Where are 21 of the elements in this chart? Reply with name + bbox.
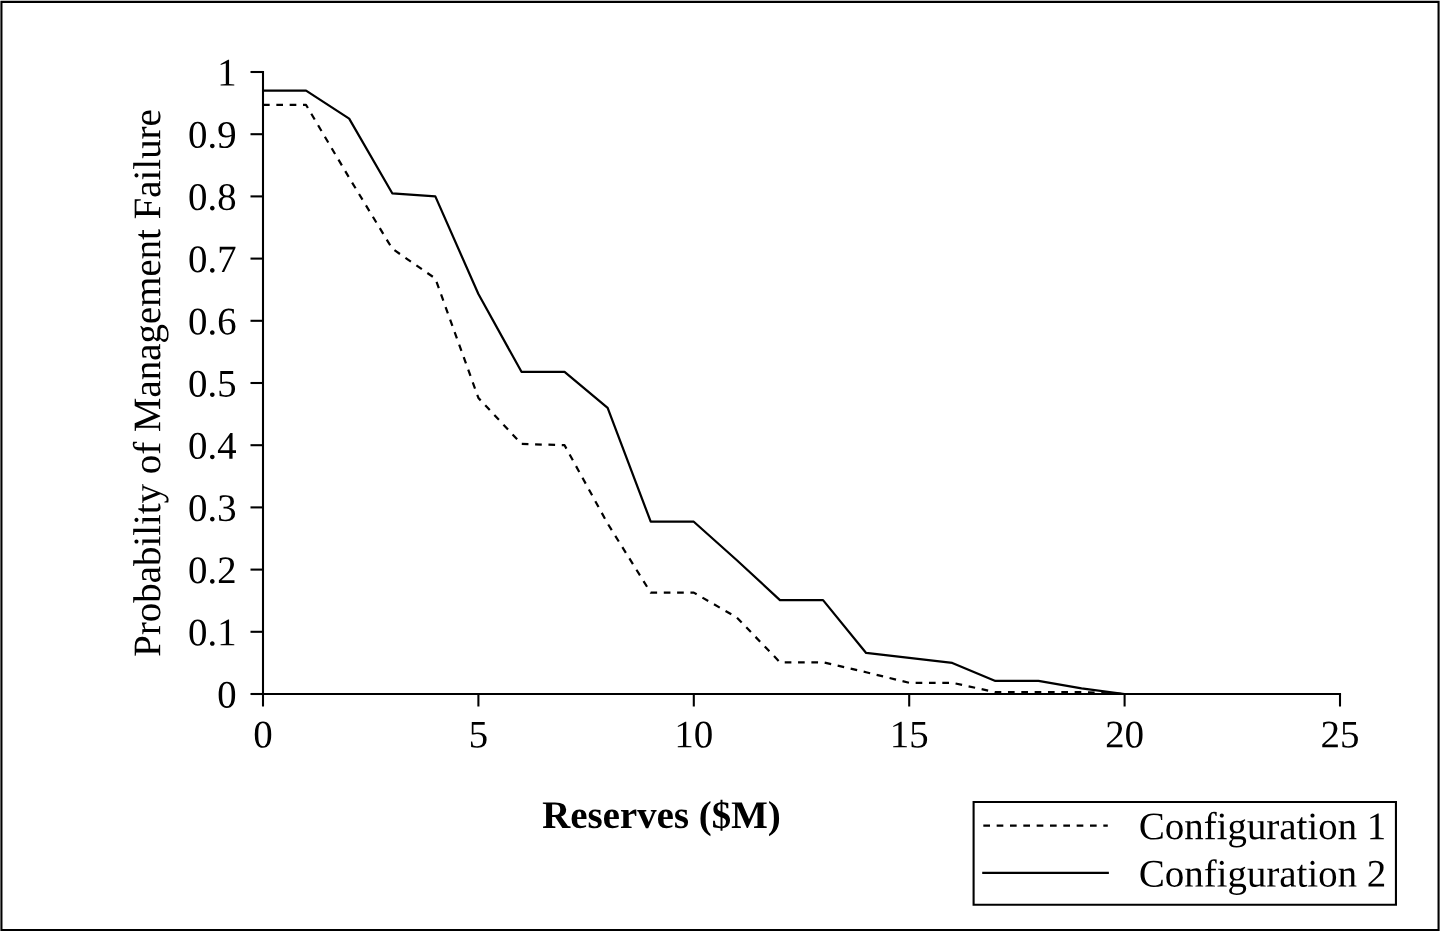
x-tick-label: 20 [1106, 721, 1143, 748]
y-tick-label: 0.7 [189, 246, 236, 273]
y-tick-label: 0.9 [189, 121, 236, 149]
y-tick-label: 0 [218, 681, 236, 708]
y-tick-label: 0.2 [189, 557, 235, 584]
y-tick-label: 0.5 [189, 370, 236, 398]
legend-label: Configuration 1 [1140, 811, 1384, 848]
y-tick-label: 0.6 [189, 308, 236, 335]
x-tick-label: 5 [470, 721, 487, 748]
y-tick-label: 0.3 [189, 495, 236, 522]
x-tick-label: 0 [254, 721, 272, 748]
x-axis-title: Reserves ($M) [542, 799, 780, 837]
x-tick-label: 15 [893, 721, 928, 748]
y-tick-label: 0.1 [189, 619, 235, 646]
y-tick-label: 1 [220, 59, 235, 86]
y-tick-label: 0.4 [189, 432, 236, 460]
y-axis-title: Probability of Management Failure [132, 110, 169, 656]
legend-label: Configuration 2 [1140, 859, 1385, 895]
x-tick-label: 25 [1322, 721, 1358, 748]
x-tick-label: 10 [677, 721, 712, 748]
y-tick-label: 0.8 [189, 184, 236, 211]
